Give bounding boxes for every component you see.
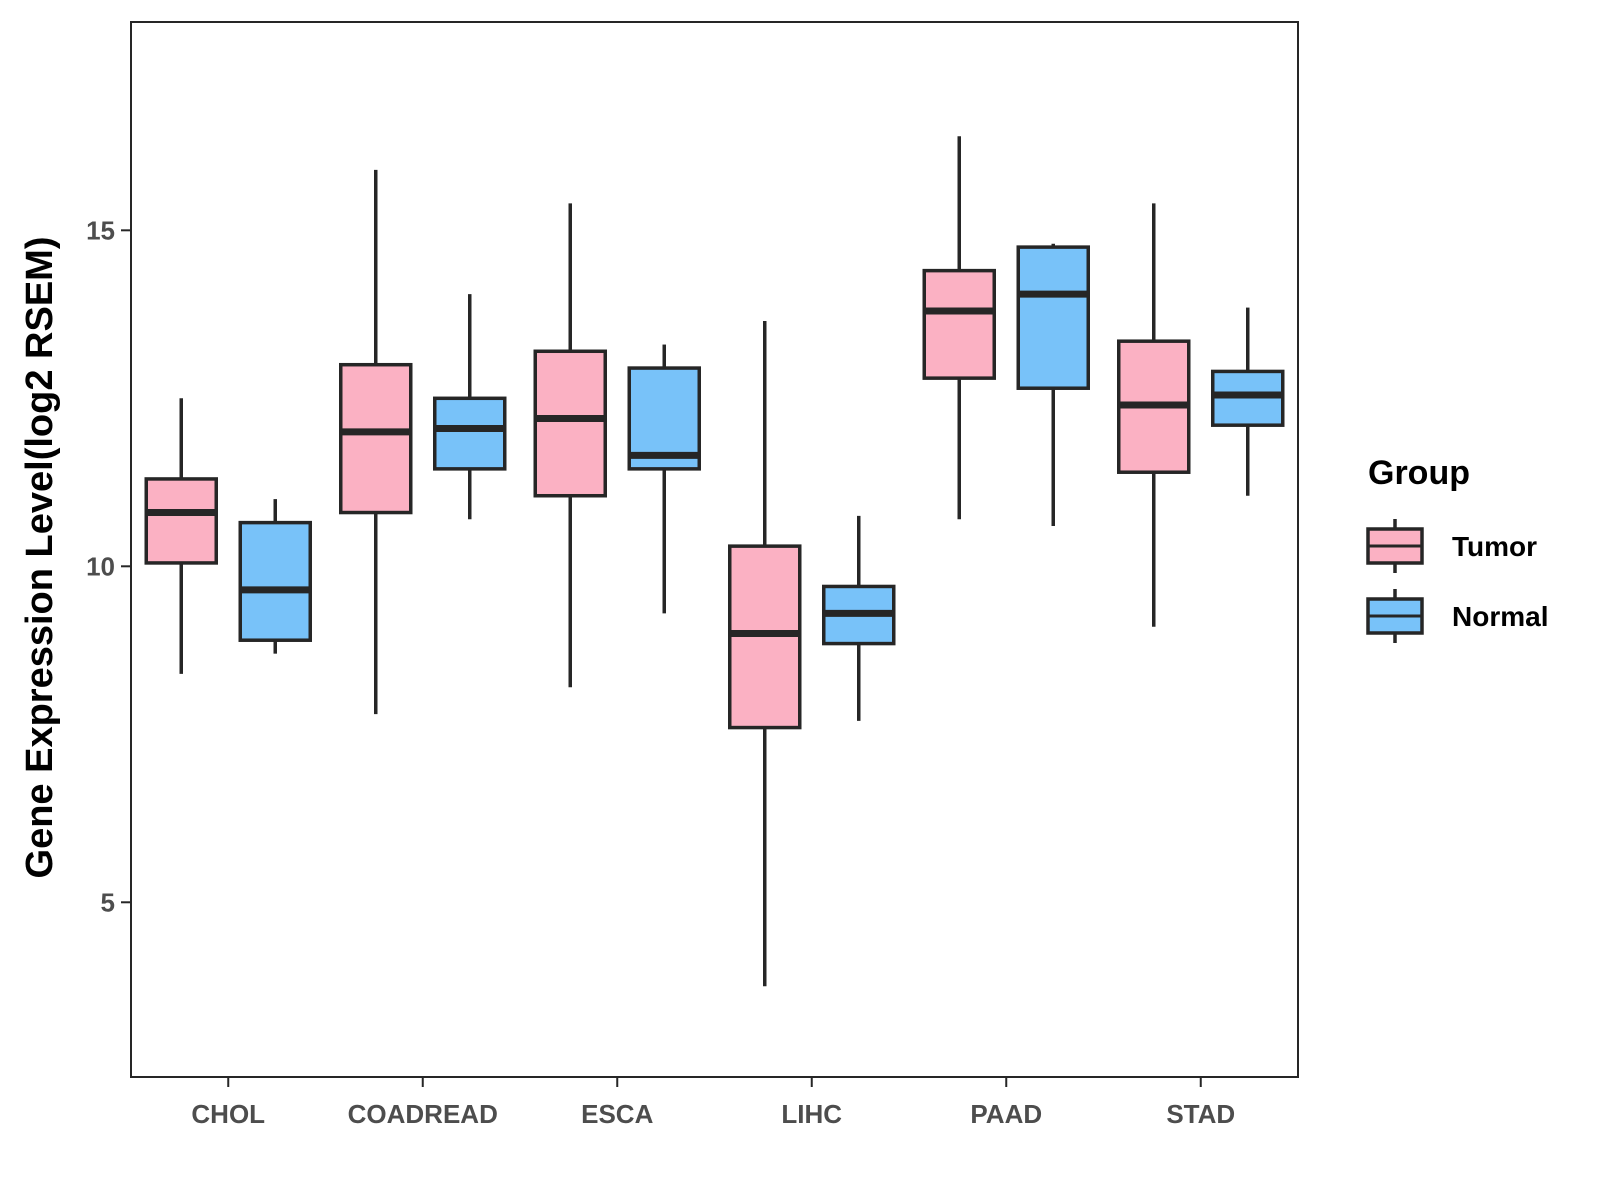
box-iqr-chol-tumor xyxy=(144,477,218,565)
legend-label-tumor: Tumor xyxy=(1452,531,1537,562)
x-tick-label-lihc: LIHC xyxy=(781,1099,842,1129)
box-iqr-coadread-tumor xyxy=(339,362,413,515)
box-iqr-esca-tumor xyxy=(533,349,607,498)
box-paad-tumor xyxy=(922,136,996,520)
x-tick-label-chol: CHOL xyxy=(191,1099,265,1129)
legend-item-normal: Normal xyxy=(1366,589,1548,643)
y-tick-label-10: 10 xyxy=(86,551,115,581)
y-axis-title: Gene Expression Level(log2 RSEM) xyxy=(19,237,61,879)
box-stad-normal xyxy=(1211,307,1285,496)
legend-title: Group xyxy=(1368,454,1470,492)
box-esca-tumor xyxy=(533,203,607,688)
box-iqr-coadread-normal xyxy=(433,396,507,471)
box-iqr-chol-normal xyxy=(238,520,312,642)
x-tick-label-paad: PAAD xyxy=(970,1099,1042,1129)
box-iqr-paad-normal xyxy=(1016,245,1090,390)
x-tick-label-esca: ESCA xyxy=(581,1099,653,1129)
box-lihc-normal xyxy=(822,515,896,721)
box-chol-tumor xyxy=(144,398,218,674)
box-coadread-tumor xyxy=(339,169,413,715)
box-iqr-paad-tumor xyxy=(922,268,996,380)
plot-panel-border xyxy=(130,21,1299,1078)
box-lihc-tumor xyxy=(728,321,802,987)
box-esca-normal xyxy=(627,344,701,614)
box-stad-tumor xyxy=(1117,203,1191,627)
y-tick-label-5: 5 xyxy=(101,887,115,917)
box-coadread-normal xyxy=(433,294,507,520)
box-paad-normal xyxy=(1016,243,1090,526)
y-tick-label-15: 15 xyxy=(86,215,115,245)
legend-label-normal: Normal xyxy=(1452,601,1548,632)
x-tick-label-coadread: COADREAD xyxy=(348,1099,498,1129)
box-chol-normal xyxy=(238,499,312,654)
x-tick-label-stad: STAD xyxy=(1166,1099,1235,1129)
legend-item-tumor: Tumor xyxy=(1366,519,1537,573)
